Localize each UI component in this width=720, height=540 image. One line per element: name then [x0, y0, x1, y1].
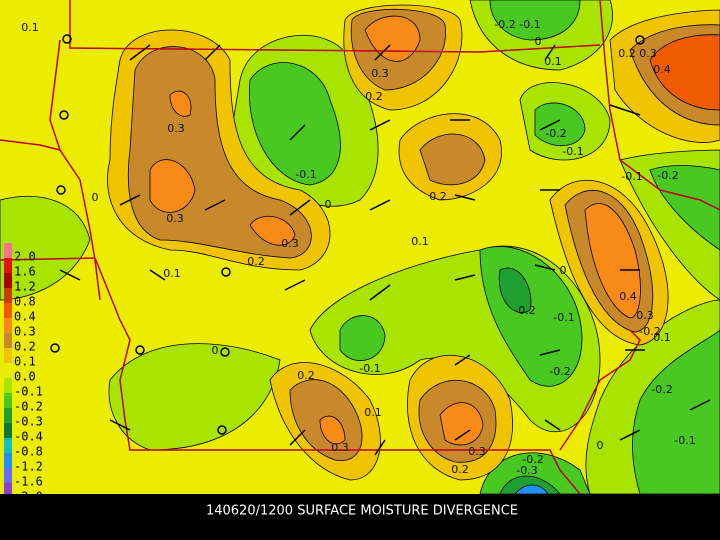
legend-label: -0.8	[14, 445, 43, 459]
contour-label: 0.3	[166, 212, 184, 225]
contour-label: -0.2	[549, 365, 570, 378]
legend-label: -1.6	[14, 475, 43, 489]
legend-label: 0.0	[14, 370, 36, 384]
contour-label: 0.4	[619, 290, 637, 303]
contour-label: -0.1	[519, 18, 540, 31]
caption: 140620/1200 SURFACE MOISTURE DIVERGENCE	[206, 504, 518, 519]
contour-label: 0.3	[167, 122, 185, 135]
legend-swatch	[4, 423, 12, 438]
legend-label: -0.1	[14, 385, 43, 399]
legend-swatch	[4, 468, 12, 483]
contour-label: 0.1	[364, 406, 382, 419]
contour-label: 0.1	[544, 55, 562, 68]
legend-label: 0.1	[14, 355, 36, 369]
wind-barbs	[50, 34, 711, 456]
negative-areas	[0, 0, 720, 495]
legend-swatch	[4, 393, 12, 408]
contour-label: 0.2	[618, 47, 636, 60]
contour-label: 0.1	[21, 21, 39, 34]
legend-swatch	[4, 453, 12, 468]
legend-label: 0.8	[14, 295, 36, 309]
contour-label: -0.2	[514, 304, 535, 317]
contour-label: -0.1	[674, 434, 695, 447]
contour-label: 0.2	[429, 190, 447, 203]
legend-swatch	[4, 408, 12, 423]
contour-label: 0.2	[365, 90, 383, 103]
legend-swatch	[4, 438, 12, 453]
contour-label: 0	[325, 198, 332, 211]
contour-label: 0.2	[297, 369, 315, 382]
legend-label: 1.6	[14, 265, 36, 279]
legend-swatch	[4, 288, 12, 303]
legend-swatch	[4, 363, 12, 378]
legend-label: -0.2	[14, 400, 43, 414]
contour-label: 0.3	[639, 47, 657, 60]
legend-swatch	[4, 348, 12, 363]
legend-swatch	[4, 273, 12, 288]
contour-label: -0.1	[621, 170, 642, 183]
contour-label: 0.1	[163, 267, 181, 280]
contour-labels: 0.10.30.2-0.2 -0.100.10.2 0.30.40.3 -0.2-0.…	[21, 18, 695, 477]
legend-label: 2.0	[14, 250, 36, 264]
legend-label: 0.3	[14, 325, 36, 339]
legend-swatch	[4, 303, 12, 318]
contour-label: 0.3	[331, 441, 349, 454]
legend-swatch	[4, 318, 12, 333]
contour-label: 0.1	[411, 235, 429, 248]
legend-label: -0.3	[14, 415, 43, 429]
legend-label: -1.2	[14, 460, 43, 474]
contour-label: 0	[560, 264, 567, 277]
legend-swatch	[4, 483, 12, 498]
contour-label: -0.1	[295, 168, 316, 181]
contour-label: 0.1	[653, 331, 671, 344]
contour-label: -0.1	[359, 362, 380, 375]
legend-label: 1.2	[14, 280, 36, 294]
contour-label: 0	[535, 35, 542, 48]
legend-swatch	[4, 333, 12, 348]
contour-label: -0.1	[553, 311, 574, 324]
legend-label: -0.4	[14, 430, 43, 444]
contour-label: -0.2	[639, 325, 660, 338]
legend-swatch	[4, 243, 12, 258]
contour-label: 0.4	[653, 63, 671, 76]
legend-label: 0.2	[14, 340, 36, 354]
contour-label: -0.1	[562, 145, 583, 158]
contour-label: -0.2	[494, 18, 515, 31]
legend-label: 0.4	[14, 310, 36, 324]
contour-label: -0.2	[651, 383, 672, 396]
caption-bar	[0, 494, 720, 540]
contour-label: 0.2	[247, 255, 265, 268]
contour-label: -0.3	[516, 464, 537, 477]
contour-label: -0.2	[545, 127, 566, 140]
state-borders	[0, 0, 720, 495]
contour-label: 0.3	[468, 445, 486, 458]
contour-label: 0.3	[281, 237, 299, 250]
contour-label: 0.3	[636, 309, 654, 322]
contour-label: 0	[597, 439, 604, 452]
contour-label: 0.2	[451, 463, 469, 476]
contour-label: 0	[92, 191, 99, 204]
contour-label: -0.2	[657, 169, 678, 182]
legend-swatch	[4, 378, 12, 393]
legend-swatch	[4, 258, 12, 273]
contour-label: 0.3	[371, 67, 389, 80]
contour-label: 0	[212, 344, 219, 357]
contour-label: -0.2	[522, 453, 543, 466]
positive-areas	[107, 4, 720, 481]
